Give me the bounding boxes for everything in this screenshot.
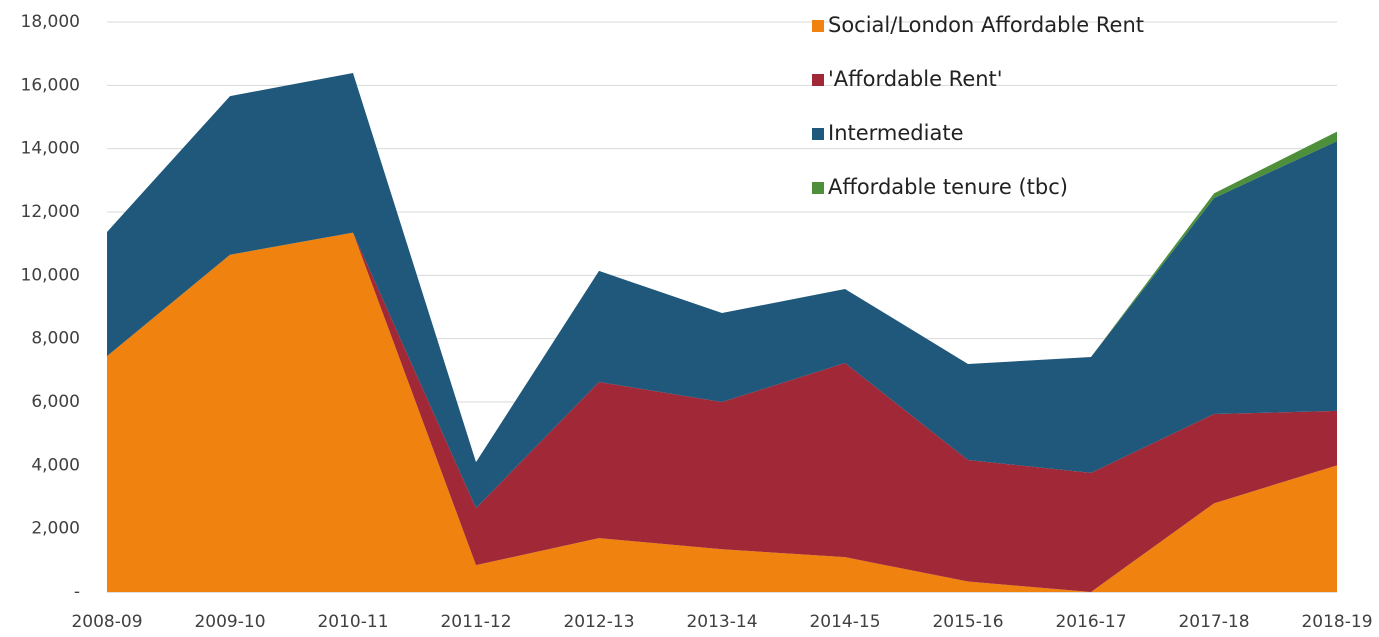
legend-label: Social/London Affordable Rent [828,13,1144,37]
y-tick-label: 8,000 [31,329,80,349]
y-tick-label: 16,000 [21,75,80,95]
x-tick-label: 2016-17 [1055,612,1126,632]
legend-swatch [812,128,824,140]
area [107,232,1337,593]
x-tick-label: 2012-13 [563,612,634,632]
x-tick-label: 2009-10 [194,612,265,632]
area [107,72,1337,509]
y-tick-label: 2,000 [31,519,80,539]
y-tick-label: 12,000 [21,202,80,222]
area [107,232,1337,593]
legend-label: 'Affordable Rent' [828,67,1003,91]
y-tick-label: 4,000 [31,455,80,475]
x-tick-label: 2008-09 [71,612,142,632]
x-tick-label: 2014-15 [809,612,880,632]
legend-swatch [812,182,824,194]
x-tick-label: 2018-19 [1301,612,1372,632]
y-tick-label: 10,000 [21,265,80,285]
y-tick-label: 18,000 [21,12,80,32]
x-tick-label: 2017-18 [1178,612,1249,632]
legend-label: Intermediate [828,121,964,145]
x-tick-label: 2013-14 [686,612,757,632]
x-tick-label: 2015-16 [932,612,1003,632]
legend-label: Affordable tenure (tbc) [828,175,1068,199]
y-tick-label: 6,000 [31,392,80,412]
legend-swatch [812,20,824,32]
x-tick-label: 2011-12 [440,612,511,632]
legend-swatch [812,74,824,86]
y-tick-label: - [74,582,80,602]
x-tick-label: 2010-11 [317,612,388,632]
y-tick-label: 14,000 [21,139,80,159]
